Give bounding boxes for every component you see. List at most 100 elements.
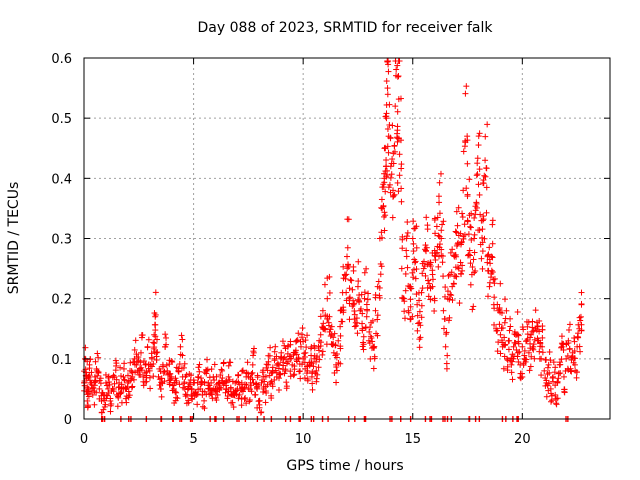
data-point: [393, 66, 400, 73]
data-point: [360, 333, 367, 340]
data-point: [398, 165, 405, 172]
data-point: [453, 273, 460, 280]
data-point: [578, 327, 585, 334]
data-point: [349, 286, 356, 293]
data-point: [319, 307, 326, 314]
data-point: [342, 275, 349, 282]
data-point: [541, 367, 548, 374]
data-point: [484, 121, 491, 128]
data-point: [87, 356, 94, 363]
data-point: [178, 332, 185, 339]
data-point: [350, 267, 357, 274]
data-point: [146, 374, 153, 381]
data-point: [489, 221, 496, 228]
data-point: [419, 270, 426, 277]
data-point: [440, 218, 447, 225]
data-point: [385, 149, 392, 156]
data-point: [333, 367, 340, 374]
data-point: [291, 366, 298, 373]
data-point: [504, 363, 511, 370]
data-point: [436, 199, 443, 206]
data-point: [121, 376, 128, 383]
data-point: [385, 58, 392, 65]
data-point: [476, 227, 483, 234]
data-point: [86, 361, 93, 368]
data-point: [238, 379, 245, 386]
y-tick-label: 0.1: [51, 353, 72, 368]
data-point: [208, 389, 215, 396]
data-point: [84, 397, 91, 404]
data-point: [162, 331, 169, 338]
data-point: [508, 369, 515, 376]
data-point: [258, 409, 265, 416]
data-point: [311, 342, 318, 349]
data-point: [161, 378, 168, 385]
data-point: [311, 345, 318, 352]
data-point: [337, 360, 344, 367]
data-point: [195, 374, 202, 381]
data-point: [436, 244, 443, 251]
data-point: [304, 376, 311, 383]
data-point: [344, 216, 351, 223]
data-point: [402, 287, 409, 294]
data-point: [378, 229, 385, 236]
data-point: [481, 172, 488, 179]
data-point: [454, 222, 461, 229]
data-point: [204, 356, 211, 363]
data-point: [501, 342, 508, 349]
data-point: [448, 292, 455, 299]
data-point: [467, 260, 474, 267]
data-point: [173, 394, 180, 401]
data-point: [507, 315, 514, 322]
data-point: [116, 379, 123, 386]
data-point: [471, 235, 478, 242]
data-point: [424, 222, 431, 229]
data-point: [453, 229, 460, 236]
data-point: [235, 372, 242, 379]
data-point: [106, 381, 113, 388]
data-point: [91, 382, 98, 389]
y-tick-label: 0.4: [51, 172, 72, 187]
data-point: [194, 373, 201, 380]
data-point: [158, 379, 165, 386]
data-point: [217, 371, 224, 378]
data-point: [431, 295, 438, 302]
data-point: [385, 68, 392, 75]
y-axis-title: SRMTID / TECUs: [6, 182, 22, 295]
data-point: [348, 277, 355, 284]
data-point: [289, 361, 296, 368]
data-point: [384, 126, 391, 133]
data-point: [148, 355, 155, 362]
data-point: [467, 281, 474, 288]
data-point: [154, 336, 161, 343]
data-point: [491, 280, 498, 287]
data-point: [568, 368, 575, 375]
data-point: [464, 217, 471, 224]
data-point: [453, 242, 460, 249]
data-point: [182, 391, 189, 398]
data-point: [557, 370, 564, 377]
data-point: [211, 377, 218, 384]
data-point: [391, 143, 398, 150]
data-point: [241, 396, 248, 403]
data-point: [113, 362, 120, 369]
data-point: [500, 365, 507, 372]
data-point: [372, 307, 379, 314]
data-point: [364, 296, 371, 303]
data-point: [117, 390, 124, 397]
data-point: [434, 249, 441, 256]
data-point: [173, 379, 180, 386]
data-point: [208, 379, 215, 386]
data-point: [265, 361, 272, 368]
data-point: [248, 371, 255, 378]
data-point: [308, 343, 315, 350]
data-point: [324, 295, 331, 302]
data-point: [416, 344, 423, 351]
tick-labels: 0 0.1 0.2 0.3 0.4 0.5 0.6 0 5 10 15 20: [51, 52, 530, 447]
data-point: [157, 385, 164, 392]
data-point: [199, 391, 206, 398]
data-point: [383, 156, 390, 163]
data-point: [382, 188, 389, 195]
data-point: [470, 256, 477, 263]
data-point: [479, 226, 486, 233]
